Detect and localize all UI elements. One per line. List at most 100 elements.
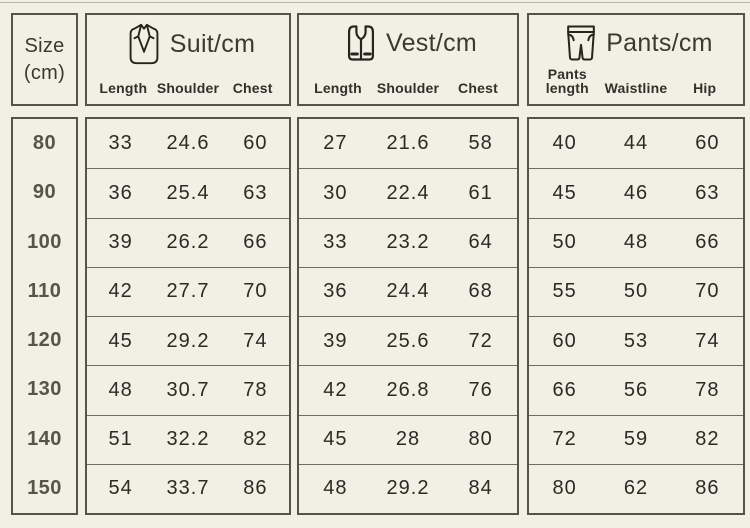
pants-value-cell: 74 bbox=[695, 329, 720, 352]
suit-row-150: 54 33.7 86 bbox=[87, 463, 289, 513]
vest-value-cell: 30 bbox=[323, 181, 348, 204]
suit-value-cell: 54 bbox=[108, 477, 133, 500]
vest-value-cell: 84 bbox=[468, 477, 493, 500]
suit-col-length: Length bbox=[99, 80, 148, 97]
vest-value-cell: 48 bbox=[323, 477, 348, 500]
suit-value-cell: 82 bbox=[243, 428, 268, 451]
suit-value-cell: 24.6 bbox=[166, 132, 210, 155]
pants-value-cell: 50 bbox=[623, 280, 649, 303]
size-label-140: 140 bbox=[27, 427, 62, 450]
vest-value-cell: 42 bbox=[323, 378, 348, 401]
suit-value-cell: 30.7 bbox=[166, 378, 210, 401]
pants-value-cell: 63 bbox=[695, 181, 720, 204]
vest-value-cell: 61 bbox=[468, 181, 493, 204]
vest-row-120: 39 25.6 72 bbox=[299, 316, 517, 365]
suit-value-cell: 33 bbox=[108, 132, 133, 155]
suit-row-140: 51 32.2 82 bbox=[87, 414, 289, 464]
vest-row-110: 36 24.4 68 bbox=[299, 266, 517, 316]
vest-row-150: 48 29.2 84 bbox=[299, 463, 517, 513]
vest-row-90: 30 22.4 61 bbox=[299, 168, 517, 217]
vest-value-cell: 68 bbox=[468, 280, 493, 303]
suit-row-80: 33 24.6 60 bbox=[87, 119, 289, 168]
suit-value-cell: 27.7 bbox=[166, 280, 210, 303]
size-label-110: 110 bbox=[27, 279, 62, 302]
vest-value-cell: 39 bbox=[323, 329, 348, 352]
suit-value-cell: 70 bbox=[243, 280, 268, 303]
top-divider bbox=[0, 2, 750, 3]
suit-row-90: 36 25.4 63 bbox=[87, 168, 289, 217]
suit-row-100: 39 26.2 66 bbox=[87, 217, 289, 267]
pants-value-cell: 82 bbox=[695, 428, 720, 451]
pants-row-110: 55 50 70 bbox=[529, 266, 743, 316]
suit-value-cell: 42 bbox=[108, 280, 133, 303]
vest-value-cell: 76 bbox=[468, 378, 493, 401]
vest-value-cell: 26.8 bbox=[386, 378, 430, 401]
suit-value-cell: 29.2 bbox=[166, 329, 210, 352]
pants-row-80: 40 44 60 bbox=[529, 119, 743, 168]
pants-value-cell: 72 bbox=[552, 428, 577, 451]
pants-col-length: Pants length bbox=[545, 65, 589, 97]
pants-value-cell: 66 bbox=[552, 378, 577, 401]
size-label-100: 100 bbox=[27, 230, 62, 253]
vest-value-cell: 24.4 bbox=[386, 280, 430, 303]
vest-title-row: Vest/cm bbox=[299, 21, 517, 65]
suit-row-120: 45 29.2 74 bbox=[87, 316, 289, 365]
size-header-line1: Size bbox=[24, 34, 65, 57]
pants-value-cell: 55 bbox=[552, 280, 577, 303]
pants-value-cell: 46 bbox=[623, 181, 649, 204]
suit-value-cell: 33.7 bbox=[166, 477, 210, 500]
vest-value-cell: 23.2 bbox=[386, 231, 430, 254]
suit-value-cell: 45 bbox=[108, 329, 133, 352]
suit-value-cell: 86 bbox=[243, 477, 268, 500]
vest-col-shoulder: Shoulder bbox=[376, 80, 440, 97]
vest-value-cell: 45 bbox=[323, 428, 348, 451]
pants-value-cell: 66 bbox=[695, 231, 720, 254]
suit-data-box: 33 24.6 60 36 25.4 63 39 26.2 66 42 27.7 70 45 29.2 74… bbox=[85, 117, 291, 515]
suit-value-cell: 32.2 bbox=[166, 428, 210, 451]
pants-value-cell: 60 bbox=[552, 329, 577, 352]
vest-header-box: Vest/cm Length Shoulder Chest bbox=[297, 13, 519, 106]
pants-subheaders: Pants length Waistline Hip bbox=[529, 65, 743, 104]
suit-value-cell: 36 bbox=[108, 181, 133, 204]
suit-title-row: Suit/cm bbox=[87, 21, 289, 67]
pants-title: Pants/cm bbox=[606, 28, 713, 57]
pants-col-waistline: Waistline bbox=[604, 80, 668, 97]
pants-value-cell: 60 bbox=[695, 132, 720, 155]
pants-col-hip: Hip bbox=[693, 80, 717, 97]
pants-value-cell: 44 bbox=[623, 132, 649, 155]
vest-icon bbox=[339, 21, 383, 65]
size-header-box: Size (cm) bbox=[11, 13, 78, 106]
vest-col-length: Length bbox=[314, 80, 362, 97]
pants-row-140: 72 59 82 bbox=[529, 414, 743, 464]
size-label-150: 150 bbox=[27, 476, 62, 499]
pants-value-cell: 56 bbox=[623, 378, 649, 401]
pants-row-120: 60 53 74 bbox=[529, 316, 743, 365]
size-header-line2: (cm) bbox=[23, 61, 66, 84]
vest-value-cell: 64 bbox=[468, 231, 493, 254]
vest-value-cell: 21.6 bbox=[386, 132, 430, 155]
pants-row-150: 80 62 86 bbox=[529, 463, 743, 513]
suit-header-box: Suit/cm Length Shoulder Chest bbox=[85, 13, 291, 106]
pants-value-cell: 62 bbox=[623, 477, 649, 500]
vest-value-cell: 29.2 bbox=[386, 477, 430, 500]
vest-value-cell: 58 bbox=[468, 132, 493, 155]
suit-row-110: 42 27.7 70 bbox=[87, 266, 289, 316]
suit-title: Suit/cm bbox=[169, 29, 256, 58]
suit-value-cell: 66 bbox=[243, 231, 268, 254]
suit-value-cell: 63 bbox=[243, 181, 268, 204]
size-label-120: 120 bbox=[27, 329, 62, 352]
vest-row-100: 33 23.2 64 bbox=[299, 217, 517, 267]
vest-col-chest: Chest bbox=[458, 80, 498, 97]
suit-subheaders: Length Shoulder Chest bbox=[87, 81, 289, 104]
vest-title: Vest/cm bbox=[385, 28, 478, 57]
vest-value-cell: 36 bbox=[323, 280, 348, 303]
vest-subheaders: Length Shoulder Chest bbox=[299, 81, 517, 104]
pants-value-cell: 80 bbox=[552, 477, 577, 500]
suit-col-shoulder: Shoulder bbox=[156, 80, 220, 97]
vest-value-cell: 33 bbox=[323, 231, 348, 254]
pants-value-cell: 86 bbox=[695, 477, 720, 500]
vest-value-cell: 28 bbox=[395, 428, 421, 451]
pants-row-130: 66 56 78 bbox=[529, 365, 743, 414]
vest-value-cell: 27 bbox=[323, 132, 348, 155]
